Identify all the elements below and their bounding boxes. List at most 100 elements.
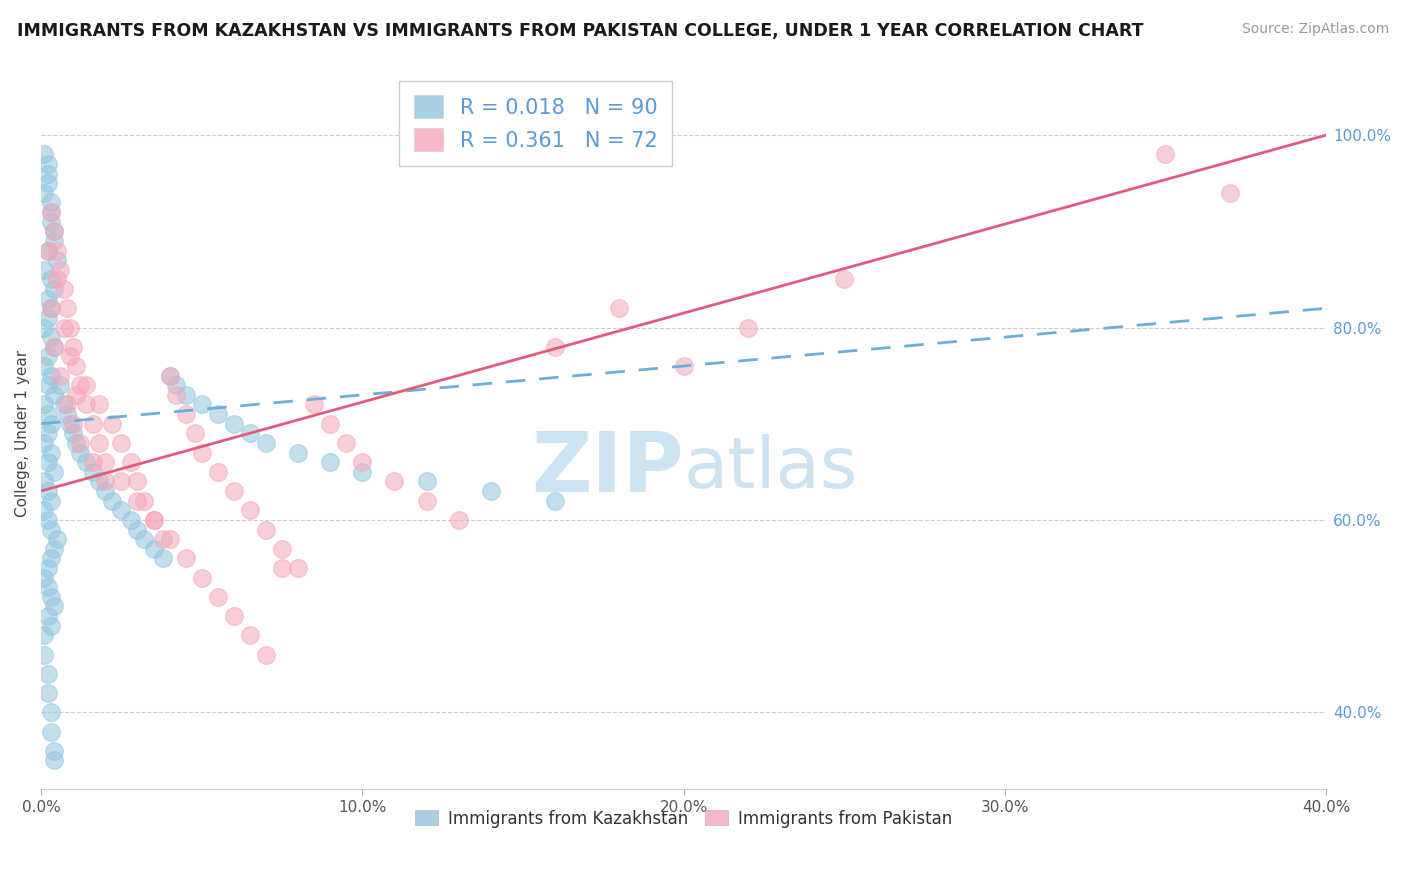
Point	[132, 493, 155, 508]
Point	[39, 301, 62, 316]
Point	[46, 253, 69, 268]
Point	[37, 407, 59, 421]
Text: atlas: atlas	[683, 434, 858, 503]
Point	[37, 378, 59, 392]
Point	[34, 186, 56, 200]
Point	[110, 436, 132, 450]
Point	[39, 272, 62, 286]
Point	[39, 551, 62, 566]
Point	[37, 666, 59, 681]
Point	[34, 262, 56, 277]
Point	[39, 493, 62, 508]
Point	[42, 234, 65, 248]
Point	[62, 340, 84, 354]
Point	[335, 436, 357, 450]
Point	[42, 340, 65, 354]
Point	[832, 272, 855, 286]
Point	[62, 417, 84, 431]
Point	[607, 301, 630, 316]
Point	[39, 330, 62, 344]
Point	[65, 359, 87, 373]
Point	[184, 426, 207, 441]
Point	[42, 388, 65, 402]
Point	[34, 397, 56, 411]
Point	[75, 397, 97, 411]
Point	[127, 475, 149, 489]
Point	[254, 523, 277, 537]
Point	[87, 475, 110, 489]
Point	[37, 513, 59, 527]
Point	[42, 282, 65, 296]
Point	[52, 282, 75, 296]
Point	[39, 215, 62, 229]
Point	[190, 397, 212, 411]
Point	[46, 244, 69, 258]
Point	[34, 503, 56, 517]
Point	[34, 648, 56, 662]
Point	[239, 426, 262, 441]
Point	[37, 167, 59, 181]
Point	[1154, 147, 1177, 161]
Point	[37, 244, 59, 258]
Point	[120, 455, 142, 469]
Point	[56, 301, 79, 316]
Point	[59, 417, 82, 431]
Point	[39, 445, 62, 459]
Point	[39, 590, 62, 604]
Point	[254, 648, 277, 662]
Point	[174, 388, 197, 402]
Point	[287, 445, 309, 459]
Point	[127, 493, 149, 508]
Point	[319, 417, 342, 431]
Point	[39, 523, 62, 537]
Point	[69, 436, 91, 450]
Point	[352, 465, 374, 479]
Point	[37, 686, 59, 700]
Point	[94, 483, 117, 498]
Point	[207, 465, 229, 479]
Point	[287, 561, 309, 575]
Point	[37, 350, 59, 364]
Point	[39, 417, 62, 431]
Point	[39, 724, 62, 739]
Point	[110, 475, 132, 489]
Point	[254, 436, 277, 450]
Point	[75, 455, 97, 469]
Point	[1219, 186, 1241, 200]
Point	[239, 503, 262, 517]
Point	[39, 618, 62, 632]
Point	[544, 493, 567, 508]
Point	[37, 244, 59, 258]
Point	[87, 397, 110, 411]
Point	[56, 397, 79, 411]
Point	[37, 455, 59, 469]
Point	[207, 407, 229, 421]
Point	[34, 628, 56, 642]
Point	[207, 590, 229, 604]
Point	[222, 417, 245, 431]
Point	[82, 455, 104, 469]
Text: ZIP: ZIP	[531, 428, 683, 509]
Point	[37, 157, 59, 171]
Point	[75, 378, 97, 392]
Text: IMMIGRANTS FROM KAZAKHSTAN VS IMMIGRANTS FROM PAKISTAN COLLEGE, UNDER 1 YEAR COR: IMMIGRANTS FROM KAZAKHSTAN VS IMMIGRANTS…	[17, 22, 1143, 40]
Point	[159, 368, 181, 383]
Point	[132, 532, 155, 546]
Point	[319, 455, 342, 469]
Point	[101, 417, 124, 431]
Point	[39, 205, 62, 219]
Text: Source: ZipAtlas.com: Source: ZipAtlas.com	[1241, 22, 1389, 37]
Point	[101, 493, 124, 508]
Point	[165, 378, 187, 392]
Point	[69, 378, 91, 392]
Point	[42, 599, 65, 614]
Point	[165, 388, 187, 402]
Point	[42, 224, 65, 238]
Point	[52, 397, 75, 411]
Point	[65, 436, 87, 450]
Point	[39, 706, 62, 720]
Point	[56, 407, 79, 421]
Point	[544, 340, 567, 354]
Point	[352, 455, 374, 469]
Point	[34, 436, 56, 450]
